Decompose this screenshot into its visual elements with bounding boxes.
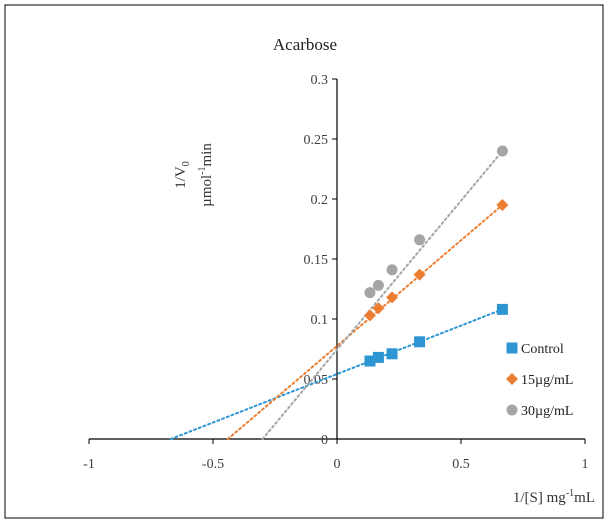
x-tick-label: 0.5 <box>452 457 470 472</box>
y-tick-label: 0.3 <box>311 73 329 88</box>
x-tick-label: 1 <box>582 457 589 472</box>
y-axis-label-unit: µmol <box>199 175 215 207</box>
trendline <box>261 150 504 440</box>
y-axis-label-subscript: 0 <box>181 161 192 166</box>
data-point <box>414 234 426 246</box>
data-point <box>386 348 398 360</box>
legend-marker <box>506 342 518 354</box>
data-point <box>372 351 384 363</box>
data-point <box>364 287 376 299</box>
y-axis-label-unit-sup: -1 <box>197 167 208 175</box>
data-point <box>386 291 399 304</box>
y-tick-label: 0.25 <box>304 133 329 148</box>
y-axis-label-main: 1/V <box>173 166 189 189</box>
x-tick-label: -1 <box>83 457 95 472</box>
chart-title: Acarbose <box>273 35 337 54</box>
legend-label: 15µg/mL <box>521 373 573 388</box>
plot-area: -1 -0.5 0 0.5 100.050.10.150.20.250.3 <box>83 73 588 472</box>
data-point <box>496 303 508 315</box>
legend-label: 30µg/mL <box>521 404 573 419</box>
trendline <box>169 308 504 440</box>
legend-marker <box>506 404 518 416</box>
y-tick-label: 0.2 <box>311 193 329 208</box>
y-tick-label: 0.1 <box>311 313 329 328</box>
x-tick-label: 0 <box>334 457 341 472</box>
data-point <box>496 199 509 211</box>
trendline <box>226 204 504 440</box>
x-axis-label-main: 1/[S] mg <box>513 490 566 506</box>
y-tick-label: 0.15 <box>304 253 329 268</box>
y-axis-label: 1/V0 µmol-1min <box>173 143 215 207</box>
data-point <box>372 302 385 315</box>
y-tick-label: 0 <box>321 433 328 448</box>
x-axis-label: 1/[S] mg-1mL <box>513 488 595 506</box>
legend: Control 15µg/mL 30µg/mL <box>506 342 573 419</box>
x-tick-label: -0.5 <box>202 457 224 472</box>
data-point <box>363 309 376 322</box>
data-point <box>372 279 384 291</box>
x-axis-label-post: mL <box>574 490 595 506</box>
legend-label: Control <box>521 342 564 357</box>
data-point <box>386 264 398 276</box>
legend-marker <box>506 373 518 385</box>
y-axis-label-line1: 1/V0 <box>173 161 192 189</box>
y-axis-label-line2: µmol-1min <box>197 143 215 207</box>
x-axis-label-sup: -1 <box>566 488 574 499</box>
data-point <box>496 145 508 157</box>
y-axis-label-unit-post: min <box>199 143 215 167</box>
data-point <box>364 355 376 367</box>
chart-border <box>4 4 604 519</box>
data-point <box>413 268 426 281</box>
data-point <box>414 336 426 348</box>
